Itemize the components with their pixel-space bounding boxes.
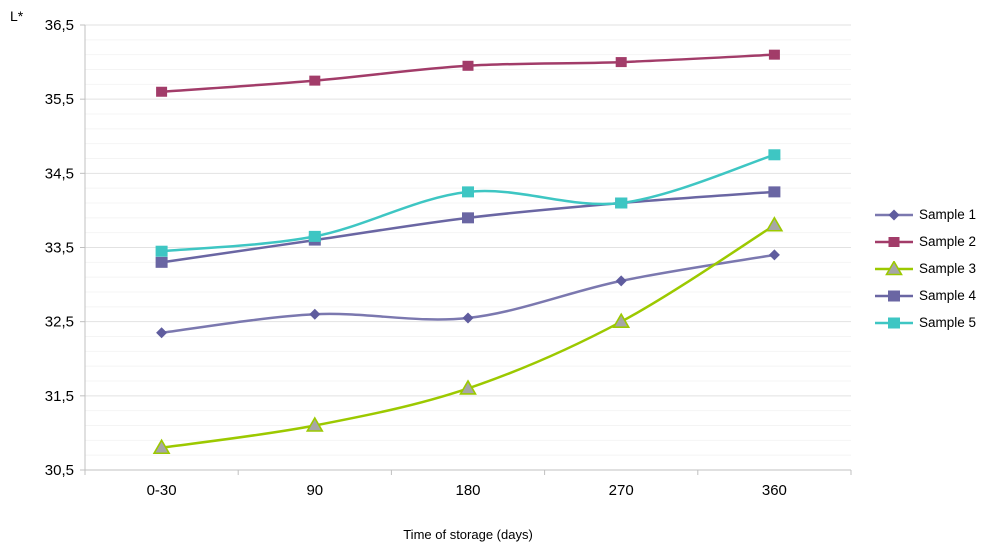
square-legend-marker-icon <box>875 317 913 328</box>
series-sample-4-marker <box>155 256 168 268</box>
x-axis-title: Time of storage (days) <box>403 527 533 542</box>
x-tick-label: 360 <box>762 482 787 499</box>
series-sample-2-marker <box>462 60 474 71</box>
series-sample-3-marker <box>612 312 631 328</box>
x-tick-label: 180 <box>455 482 480 499</box>
legend: Sample 1 Sample 2 Sample 3 Sample 4 Sample 5 <box>874 201 976 336</box>
series-sample-5-marker <box>155 245 168 257</box>
y-tick-label: 35,5 <box>45 91 74 108</box>
series-sample-1-marker <box>156 327 168 339</box>
square-legend-marker-icon <box>875 290 913 301</box>
legend-label: Sample 5 <box>919 315 977 330</box>
y-axis-title: L* <box>10 8 24 24</box>
y-tick-label: 36,5 <box>45 17 74 34</box>
y-tick-label: 31,5 <box>45 388 74 405</box>
series-sample-5-marker <box>462 186 474 198</box>
square-legend-marker-icon <box>875 236 913 247</box>
y-tick-label: 32,5 <box>45 314 74 331</box>
series-sample-1-marker <box>462 312 474 324</box>
series-sample-3-marker <box>459 379 477 395</box>
series-sample-2-marker <box>615 57 627 68</box>
legend-item-sample-3: Sample 3 <box>874 255 976 282</box>
y-tick-label: 34,5 <box>45 165 74 182</box>
triangle-legend-marker-icon <box>875 260 913 275</box>
legend-item-sample-2: Sample 2 <box>874 228 976 255</box>
series-sample-4-marker <box>768 186 781 198</box>
y-tick-label: 30,5 <box>45 462 74 479</box>
y-tick-label: 33,5 <box>45 240 74 257</box>
series-sample-2-line <box>160 53 776 93</box>
legend-item-sample-1: Sample 1 <box>874 201 976 228</box>
legend-label: Sample 2 <box>919 234 977 249</box>
legend-label: Sample 3 <box>919 261 977 276</box>
series-sample-4-line <box>160 190 776 264</box>
x-tick-label: 0-30 <box>147 482 177 499</box>
series-sample-5-marker <box>768 149 781 161</box>
x-tick-label: 90 <box>306 482 323 499</box>
legend-item-sample-4: Sample 4 <box>874 282 976 309</box>
legend-label: Sample 4 <box>919 288 977 303</box>
series-sample-2-marker <box>156 86 168 97</box>
diamond-legend-marker-icon <box>875 209 913 220</box>
series-sample-4-marker <box>462 212 474 224</box>
x-tick-label: 270 <box>609 482 634 499</box>
series-sample-3-marker <box>305 416 324 432</box>
legend-label: Sample 1 <box>919 207 977 222</box>
series-sample-5-marker <box>308 230 321 242</box>
legend-item-sample-5: Sample 5 <box>874 309 976 336</box>
series-sample-1-marker <box>615 275 627 287</box>
series-sample-5-marker <box>615 197 628 209</box>
series-sample-3-marker <box>152 438 171 455</box>
series-sample-2-marker <box>309 75 321 86</box>
series-sample-2-marker <box>768 49 780 60</box>
series-sample-1-marker <box>768 249 780 261</box>
series-sample-1-marker <box>309 308 321 320</box>
series-sample-3-marker <box>765 216 784 232</box>
